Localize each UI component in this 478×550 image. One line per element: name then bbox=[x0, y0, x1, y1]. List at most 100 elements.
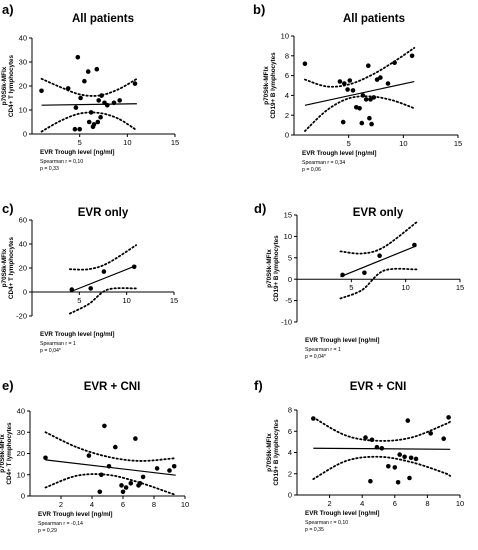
data-point bbox=[131, 264, 137, 270]
y-axis-label-line2: CD4+ T lymphocytes bbox=[6, 422, 13, 485]
data-point bbox=[413, 456, 419, 462]
x-tick-label: 4 bbox=[360, 499, 364, 508]
data-point bbox=[342, 81, 347, 86]
data-point bbox=[111, 100, 117, 106]
y-axis-label: p70S6k-MFIx CD19+ B lymphocytes bbox=[266, 419, 280, 486]
y-tick-label: -5 bbox=[285, 296, 292, 305]
panel-label: f) bbox=[254, 378, 263, 393]
regression-line bbox=[41, 103, 137, 106]
data-point bbox=[94, 66, 100, 72]
regression-line bbox=[340, 245, 417, 278]
y-tick-label: 10 bbox=[284, 232, 292, 241]
data-point bbox=[367, 115, 372, 121]
data-point bbox=[120, 489, 126, 495]
x-tick-label: 2 bbox=[328, 499, 332, 508]
data-point bbox=[117, 98, 122, 103]
panel-d: d) EVR only -10 -5 0 5 10 15 5 10 15 EVR Trough lev… bbox=[254, 201, 464, 360]
y-tick-label: 2 bbox=[285, 111, 289, 120]
x-tick-label: 5 bbox=[78, 138, 82, 147]
data-point bbox=[392, 60, 397, 65]
data-point bbox=[374, 77, 380, 82]
data-point bbox=[86, 119, 92, 125]
regression-line bbox=[69, 265, 137, 293]
ci-lower-band bbox=[304, 95, 416, 132]
y-tick-label: 4 bbox=[285, 91, 289, 100]
x-tick-label: 10 bbox=[456, 499, 464, 508]
data-point bbox=[43, 455, 48, 461]
data-point bbox=[347, 78, 353, 83]
x-tick-label: 15 bbox=[170, 296, 178, 305]
data-point bbox=[363, 435, 368, 440]
x-tick-label: 5 bbox=[347, 139, 351, 148]
data-point bbox=[82, 78, 87, 84]
y-axis-label-line2: CD19+ B lymphocytes bbox=[273, 419, 280, 486]
p-value: p = 0,35 bbox=[305, 527, 324, 533]
y-tick-label: 0 bbox=[285, 131, 289, 140]
data-point bbox=[75, 54, 81, 60]
data-point bbox=[123, 485, 129, 490]
data-point bbox=[395, 480, 401, 485]
y-tick-label: 6 bbox=[288, 427, 292, 436]
data-point bbox=[113, 444, 118, 450]
y-tick-label: 0 bbox=[288, 275, 292, 284]
y-axis-label-line1: p70S6k-MFIx bbox=[266, 433, 273, 472]
data-point bbox=[132, 81, 138, 86]
data-point bbox=[90, 124, 96, 130]
ci-upper-band bbox=[40, 77, 138, 97]
p-value: p = 0,06 bbox=[302, 167, 321, 173]
y-tick-label: 5 bbox=[288, 253, 292, 262]
data-point bbox=[357, 106, 362, 111]
spearman-r: Spearman r = 1 bbox=[305, 347, 341, 353]
y-axis-label: p70S6k-MFIx CD4+ T lymphocytes bbox=[1, 236, 15, 299]
ci-upper-band bbox=[68, 244, 137, 271]
panel-f: f) EVR + CNI 0 2 4 6 8 2 4 6 8 10 EVR Trough level [… bbox=[254, 378, 464, 533]
y-tick-label: 20 bbox=[19, 264, 27, 273]
panel-e: e) EVR + CNI 0 10 20 30 40 2 4 6 8 10 EVR Trough lev… bbox=[0, 378, 189, 534]
data-point bbox=[368, 478, 373, 484]
p-value: p = 0,33 bbox=[40, 166, 59, 172]
y-axis-label-line1: p70S6k-MFIx bbox=[1, 66, 8, 105]
y-tick-label: 10 bbox=[281, 32, 289, 41]
data-point bbox=[119, 483, 124, 488]
y-tick-label: 8 bbox=[285, 51, 289, 60]
ci-upper-band bbox=[312, 416, 452, 442]
data-point bbox=[402, 454, 407, 460]
x-tick-label: 6 bbox=[393, 499, 397, 508]
data-point bbox=[374, 444, 380, 450]
x-tick-label: 8 bbox=[425, 499, 429, 508]
data-point bbox=[106, 464, 112, 469]
data-point bbox=[371, 95, 377, 100]
spearman-r: Spearman r = 1 bbox=[40, 341, 76, 347]
y-tick-label: 40 bbox=[19, 240, 27, 249]
y-tick-label: 30 bbox=[17, 428, 25, 437]
y-axis-label-line1: p70S6k-MFIx bbox=[263, 66, 270, 105]
y-axis-label-line2: CD4+ T lymphocytes bbox=[8, 54, 15, 117]
data-point bbox=[101, 269, 107, 274]
y-tick-label: 15 bbox=[284, 211, 292, 220]
ci-lower-band bbox=[312, 455, 452, 480]
data-point bbox=[359, 120, 365, 126]
data-point bbox=[102, 423, 107, 429]
ci-upper-band bbox=[339, 221, 418, 255]
x-tick-label: 15 bbox=[456, 283, 464, 292]
x-tick-label: 5 bbox=[349, 283, 353, 292]
x-axis-label: EVR Trough level [ng/ml] bbox=[38, 511, 113, 518]
data-point bbox=[385, 81, 391, 86]
x-axis-label: EVR Trough level [ng/ml] bbox=[305, 337, 380, 344]
data-point bbox=[379, 446, 385, 451]
x-tick-label: 10 bbox=[181, 500, 189, 509]
data-point bbox=[86, 453, 92, 458]
x-tick-label: 10 bbox=[399, 139, 407, 148]
data-point bbox=[154, 466, 160, 471]
panel-label: c) bbox=[2, 201, 14, 216]
data-point bbox=[39, 88, 44, 94]
panel-label: b) bbox=[253, 2, 265, 17]
data-point bbox=[360, 93, 366, 98]
y-axis-label-line1: p70S6k-MFIx bbox=[266, 249, 273, 288]
x-axis-label: EVR Trough level [ng/ml] bbox=[40, 149, 115, 156]
ci-upper-band bbox=[44, 431, 177, 462]
y-axis-label-line2: CD19+ B lymphocytes bbox=[270, 52, 277, 119]
y-tick-label: 20 bbox=[19, 82, 27, 91]
data-point bbox=[340, 119, 346, 125]
panel-title: EVR only bbox=[78, 207, 129, 219]
